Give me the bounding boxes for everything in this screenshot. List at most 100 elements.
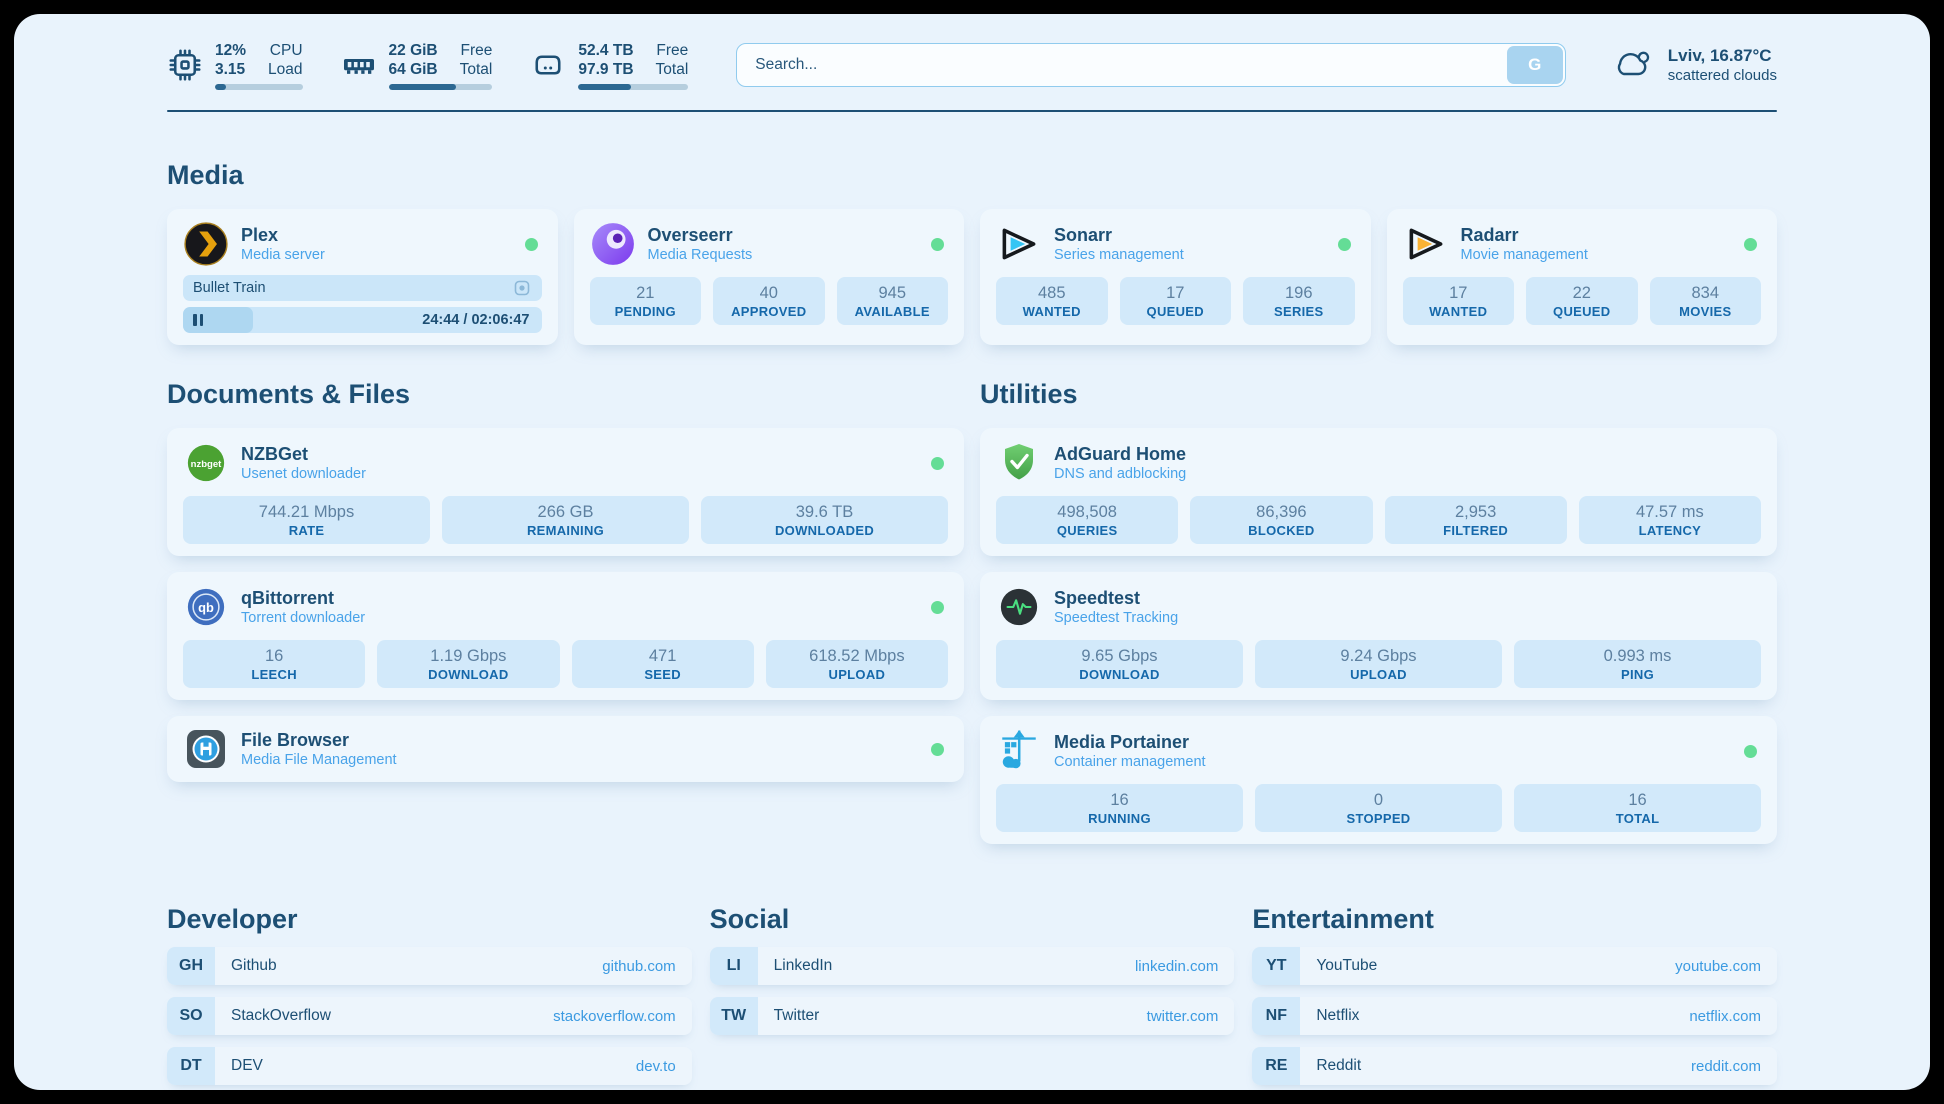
link-url[interactable]: github.com — [602, 957, 676, 975]
media-cards-row: Plex Media server Bullet Train 24:44 / 0… — [167, 209, 1777, 345]
qbittorrent-card[interactable]: qb qBittorrent Torrent downloader 16 LEE… — [167, 572, 964, 700]
link-name: LinkedIn — [773, 957, 833, 974]
link-url[interactable]: netflix.com — [1689, 1007, 1762, 1025]
adguard-card[interactable]: AdGuard Home DNS and adblocking 498,508 … — [980, 428, 1777, 556]
cloud-icon — [1610, 41, 1654, 90]
overseerr-card[interactable]: Overseerr Media Requests 21 PENDING 40 A… — [573, 209, 964, 345]
link-reddit[interactable]: RE Reddit reddit.com — [1252, 1047, 1778, 1085]
stat-box: 0.993 ms PING — [1514, 640, 1761, 688]
stat-box: 16 RUNNING — [996, 784, 1243, 832]
portainer-icon — [996, 728, 1042, 774]
search-provider-button[interactable]: G — [1506, 46, 1563, 84]
dashboard-page: 12% 3.15 CPU Load — [14, 14, 1930, 1090]
app-title: qBittorrent — [241, 588, 334, 608]
link-name: Github — [231, 957, 277, 974]
social-links: Social LI LinkedIn linkedin.com TW Twitt… — [709, 904, 1235, 1085]
section-title-media: Media — [167, 160, 244, 190]
radarr-icon — [1403, 221, 1449, 267]
app-title: Overseerr — [647, 225, 733, 245]
status-dot — [1337, 237, 1351, 251]
qbittorrent-icon: qb — [183, 586, 229, 628]
section-title-social: Social — [709, 904, 790, 934]
weather-location-temp: Lviv, 16.87°C — [1667, 46, 1772, 65]
stat-box: 834 MOVIES — [1649, 277, 1761, 325]
stat-box: 9.24 Gbps UPLOAD — [1255, 640, 1502, 688]
link-linkedin[interactable]: LI LinkedIn linkedin.com — [709, 947, 1235, 985]
adguard-icon — [996, 441, 1042, 485]
metric-value: 64 GiB — [388, 60, 438, 78]
stat-box: 39.6 TB DOWNLOADED — [701, 496, 948, 544]
stat-box: 744.21 Mbps RATE — [183, 496, 430, 544]
app-title: Sonarr — [1054, 225, 1113, 245]
link-url[interactable]: stackoverflow.com — [553, 1007, 676, 1025]
link-url[interactable]: youtube.com — [1675, 957, 1762, 975]
app-subtitle: Series management — [1054, 247, 1184, 263]
speedtest-icon — [996, 586, 1042, 628]
link-url[interactable]: reddit.com — [1690, 1057, 1762, 1075]
system-metrics: 12% 3.15 CPU Load — [167, 41, 689, 90]
filebrowser-icon — [183, 727, 229, 771]
sonarr-icon — [996, 221, 1042, 267]
nzbget-icon: nzbget — [183, 442, 229, 484]
link-url[interactable]: twitter.com — [1146, 1007, 1219, 1025]
app-subtitle: Movie management — [1460, 247, 1588, 263]
link-stackoverflow[interactable]: SO StackOverflow stackoverflow.com — [167, 997, 692, 1035]
search-bar: G — [736, 43, 1566, 87]
stat-box: 22 QUEUED — [1526, 277, 1638, 325]
app-subtitle: Media server — [241, 247, 325, 263]
sonarr-card[interactable]: Sonarr Series management 485 WANTED 17 Q… — [980, 209, 1371, 345]
nzbget-card[interactable]: nzbget NZBGet Usenet downloader 744.21 M… — [167, 428, 964, 556]
weather-condition: scattered clouds — [1667, 67, 1777, 84]
plex-card[interactable]: Plex Media server Bullet Train 24:44 / 0… — [167, 209, 558, 345]
stat-box: 1.19 Gbps DOWNLOAD — [377, 640, 560, 688]
app-subtitle: Container management — [1054, 754, 1206, 770]
link-badge: YT — [1252, 947, 1301, 985]
link-url[interactable]: dev.to — [635, 1057, 676, 1075]
memory-metric: 22 GiB 64 GiB Free Total — [341, 41, 493, 90]
app-title: File Browser — [241, 730, 350, 750]
weather-widget: Lviv, 16.87°C scattered clouds — [1610, 41, 1777, 90]
link-github[interactable]: GH Github github.com — [167, 947, 692, 985]
now-playing-title: Bullet Train — [193, 280, 266, 296]
metric-value: 3.15 — [215, 60, 246, 78]
status-dot — [931, 742, 944, 756]
link-badge: DT — [167, 1047, 215, 1085]
stat-box: 0 STOPPED — [1255, 784, 1502, 832]
speedtest-card[interactable]: Speedtest Speedtest Tracking 9.65 Gbps D… — [980, 572, 1777, 700]
search-input[interactable] — [736, 43, 1566, 87]
playback-progressbar: 24:44 / 02:06:47 — [183, 307, 542, 333]
svg-text:nzbget: nzbget — [191, 459, 223, 470]
stat-box: 485 WANTED — [996, 277, 1108, 325]
link-name: DEV — [231, 1057, 263, 1074]
link-badge: LI — [709, 947, 758, 985]
documents-column: Documents & Files nzbget NZBGet Usenet d… — [167, 379, 964, 860]
stat-box: 471 SEED — [571, 640, 754, 688]
section-title-utilities: Utilities — [980, 379, 1078, 409]
link-name: YouTube — [1316, 957, 1378, 974]
utilities-column: Utilities AdGuard Home — [980, 379, 1777, 860]
portainer-card[interactable]: Media Portainer Container management 16 … — [980, 716, 1777, 844]
link-badge: GH — [167, 947, 215, 985]
link-netflix[interactable]: NF Netflix netflix.com — [1252, 997, 1778, 1035]
section-title-developer: Developer — [167, 904, 298, 934]
app-title: Plex — [241, 225, 279, 245]
app-subtitle: Media Requests — [647, 247, 753, 263]
memory-progressbar — [388, 83, 493, 90]
pause-icon — [193, 314, 203, 326]
stat-box: 17 QUEUED — [1119, 277, 1231, 325]
link-twitter[interactable]: TW Twitter twitter.com — [709, 997, 1235, 1035]
status-dot — [931, 237, 944, 251]
metric-label: Total — [459, 60, 493, 78]
disk-metric: 52.4 TB 97.9 TB Free Total — [530, 41, 689, 90]
link-url[interactable]: linkedin.com — [1134, 957, 1219, 975]
radarr-card[interactable]: Radarr Movie management 17 WANTED 22 QUE… — [1386, 209, 1777, 345]
cpu-metric: 12% 3.15 CPU Load — [167, 41, 303, 90]
metric-value: 52.4 TB — [578, 41, 634, 59]
link-name: StackOverflow — [231, 1007, 331, 1024]
link-youtube[interactable]: YT YouTube youtube.com — [1252, 947, 1778, 985]
stat-box: 21 PENDING — [589, 277, 701, 325]
ram-icon — [341, 47, 377, 83]
link-dev[interactable]: DT DEV dev.to — [167, 1047, 692, 1085]
filebrowser-card[interactable]: File Browser Media File Management — [167, 716, 964, 782]
